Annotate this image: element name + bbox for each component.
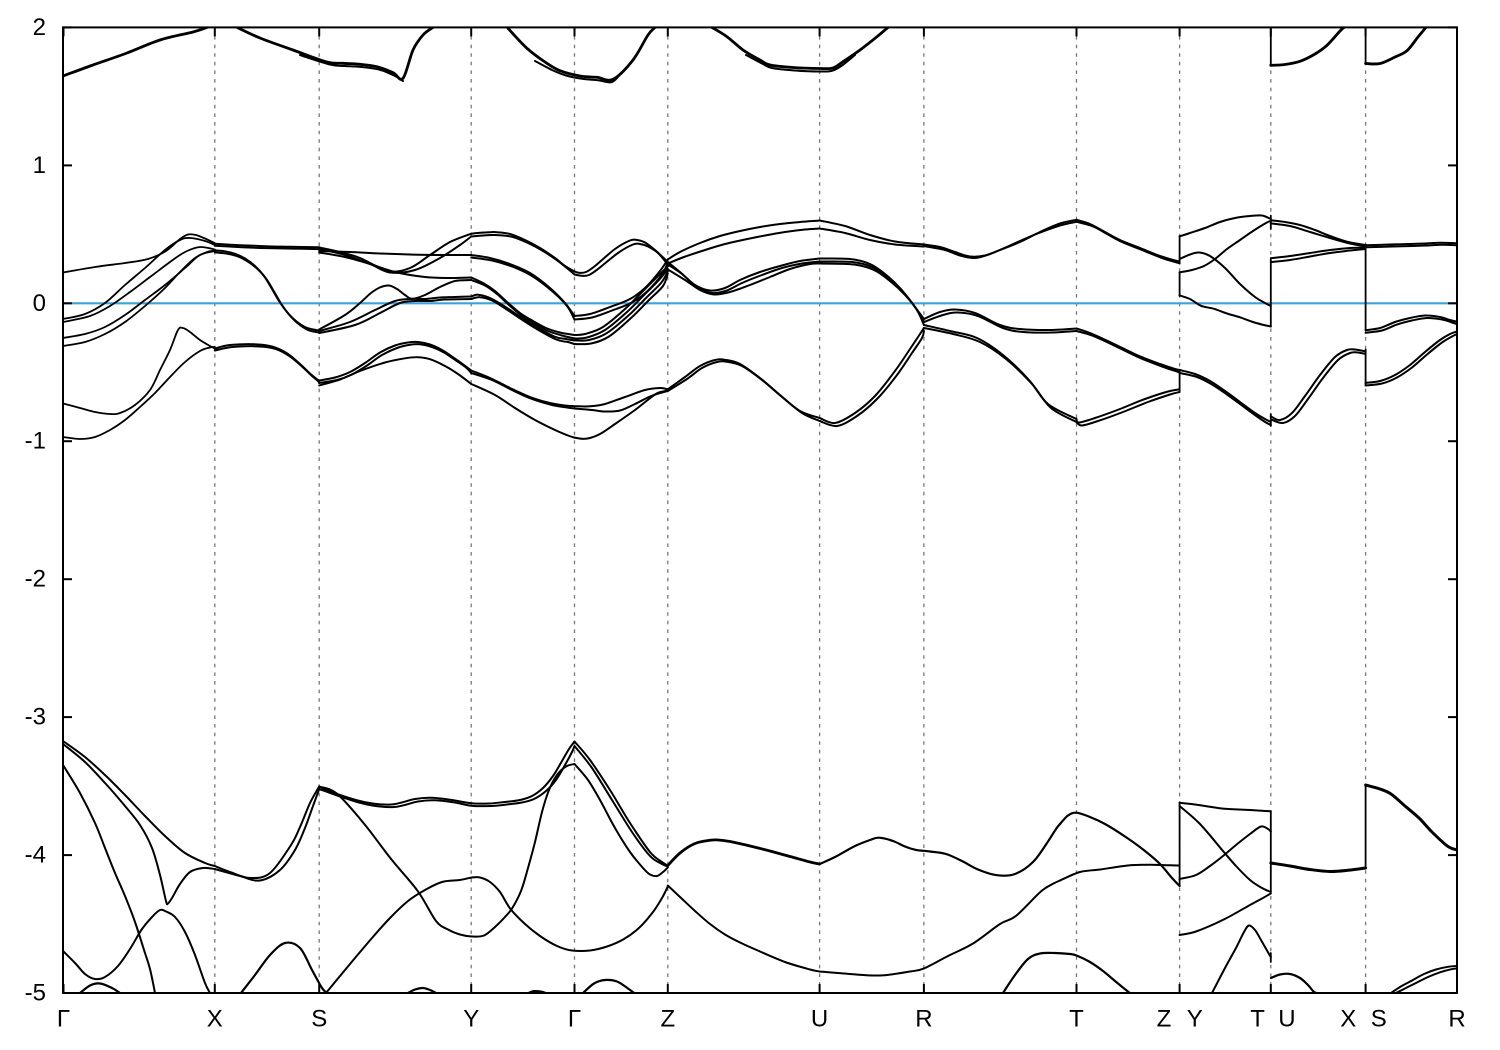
svg-text:U: U xyxy=(1278,1006,1295,1033)
svg-text:Γ: Γ xyxy=(57,1006,70,1033)
svg-text:-1: -1 xyxy=(25,428,46,455)
svg-text:-4: -4 xyxy=(25,842,46,869)
svg-text:Γ: Γ xyxy=(568,1006,581,1033)
svg-text:-5: -5 xyxy=(25,980,46,1007)
svg-text:-3: -3 xyxy=(25,704,46,731)
svg-text:-2: -2 xyxy=(25,566,46,593)
svg-text:T: T xyxy=(1250,1006,1265,1033)
svg-text:1: 1 xyxy=(33,152,46,179)
svg-text:0: 0 xyxy=(33,290,46,317)
svg-text:Y: Y xyxy=(1187,1006,1203,1033)
svg-text:R: R xyxy=(915,1006,932,1033)
svg-text:Z: Z xyxy=(1157,1006,1172,1033)
svg-text:2: 2 xyxy=(33,14,46,41)
svg-text:Y: Y xyxy=(463,1006,479,1033)
svg-text:S: S xyxy=(1371,1006,1387,1033)
svg-text:X: X xyxy=(1340,1006,1356,1033)
svg-text:R: R xyxy=(1448,1006,1465,1033)
svg-text:U: U xyxy=(811,1006,828,1033)
svg-text:S: S xyxy=(311,1006,327,1033)
svg-text:T: T xyxy=(1069,1006,1084,1033)
svg-text:Z: Z xyxy=(660,1006,675,1033)
svg-text:X: X xyxy=(207,1006,223,1033)
